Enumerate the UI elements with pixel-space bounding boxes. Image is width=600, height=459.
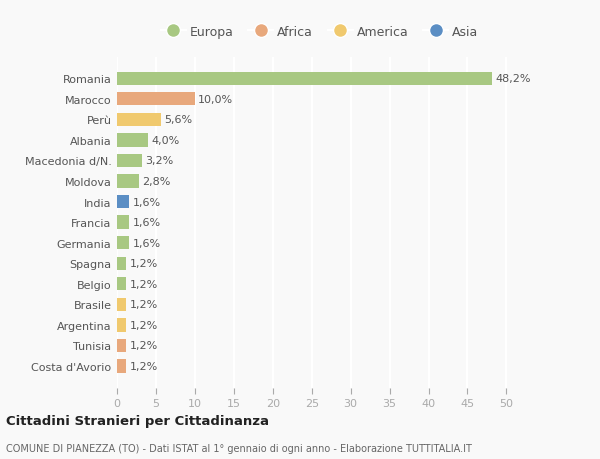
Bar	[117, 196, 130, 209]
Bar	[117, 175, 139, 188]
Text: 1,2%: 1,2%	[130, 279, 158, 289]
Bar	[117, 257, 127, 270]
Bar	[117, 298, 127, 311]
Text: 5,6%: 5,6%	[164, 115, 192, 125]
Legend: Europa, Africa, America, Asia: Europa, Africa, America, Asia	[155, 21, 484, 44]
Bar	[117, 73, 493, 86]
Bar	[117, 278, 127, 291]
Bar	[117, 236, 130, 250]
Text: 48,2%: 48,2%	[496, 74, 531, 84]
Bar	[117, 216, 130, 230]
Bar	[117, 339, 127, 353]
Bar	[117, 319, 127, 332]
Text: 3,2%: 3,2%	[145, 156, 173, 166]
Text: COMUNE DI PIANEZZA (TO) - Dati ISTAT al 1° gennaio di ogni anno - Elaborazione T: COMUNE DI PIANEZZA (TO) - Dati ISTAT al …	[6, 443, 472, 453]
Text: 1,2%: 1,2%	[130, 300, 158, 310]
Text: 1,6%: 1,6%	[133, 218, 161, 228]
Text: 4,0%: 4,0%	[151, 135, 179, 146]
Bar	[117, 113, 161, 127]
Bar	[117, 134, 148, 147]
Text: 1,6%: 1,6%	[133, 238, 161, 248]
Text: Cittadini Stranieri per Cittadinanza: Cittadini Stranieri per Cittadinanza	[6, 414, 269, 428]
Text: 1,2%: 1,2%	[130, 320, 158, 330]
Text: 1,2%: 1,2%	[130, 258, 158, 269]
Text: 1,2%: 1,2%	[130, 341, 158, 351]
Text: 1,6%: 1,6%	[133, 197, 161, 207]
Text: 1,2%: 1,2%	[130, 361, 158, 371]
Text: 2,8%: 2,8%	[142, 177, 170, 187]
Bar	[117, 154, 142, 168]
Bar	[117, 359, 127, 373]
Bar	[117, 93, 195, 106]
Text: 10,0%: 10,0%	[198, 95, 233, 105]
